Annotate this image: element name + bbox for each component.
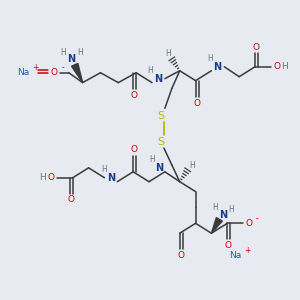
Text: O: O [193,99,200,108]
Text: -: - [61,63,64,72]
Text: O: O [50,68,57,77]
Text: O: O [130,146,138,154]
Text: N: N [155,163,163,173]
Text: Na: Na [229,250,241,260]
Text: O: O [253,44,260,52]
Polygon shape [212,218,222,233]
Text: N: N [213,62,221,72]
Polygon shape [71,63,82,82]
Text: H: H [60,48,66,57]
Text: S: S [157,111,164,121]
Text: H: H [149,155,155,164]
Text: H: H [40,173,46,182]
Text: H: H [77,48,82,57]
Text: H: H [208,54,213,63]
Text: O: O [225,241,232,250]
Text: +: + [32,63,38,72]
Text: O: O [273,62,280,71]
Text: O: O [177,250,184,260]
Text: H: H [147,66,153,75]
Text: N: N [219,210,227,220]
Text: H: H [190,161,196,170]
Text: O: O [246,219,253,228]
Text: -: - [256,214,258,223]
Text: Na: Na [17,68,29,77]
Text: H: H [228,205,234,214]
Text: H: H [102,165,107,174]
Text: +: + [244,246,250,255]
Text: H: H [212,203,218,212]
Text: S: S [157,137,164,147]
Text: O: O [130,91,138,100]
Text: N: N [107,173,116,183]
Text: N: N [67,54,75,64]
Text: H: H [165,50,171,58]
Text: N: N [154,74,162,84]
Text: O: O [47,173,54,182]
Text: H: H [281,62,288,71]
Text: O: O [67,195,74,204]
